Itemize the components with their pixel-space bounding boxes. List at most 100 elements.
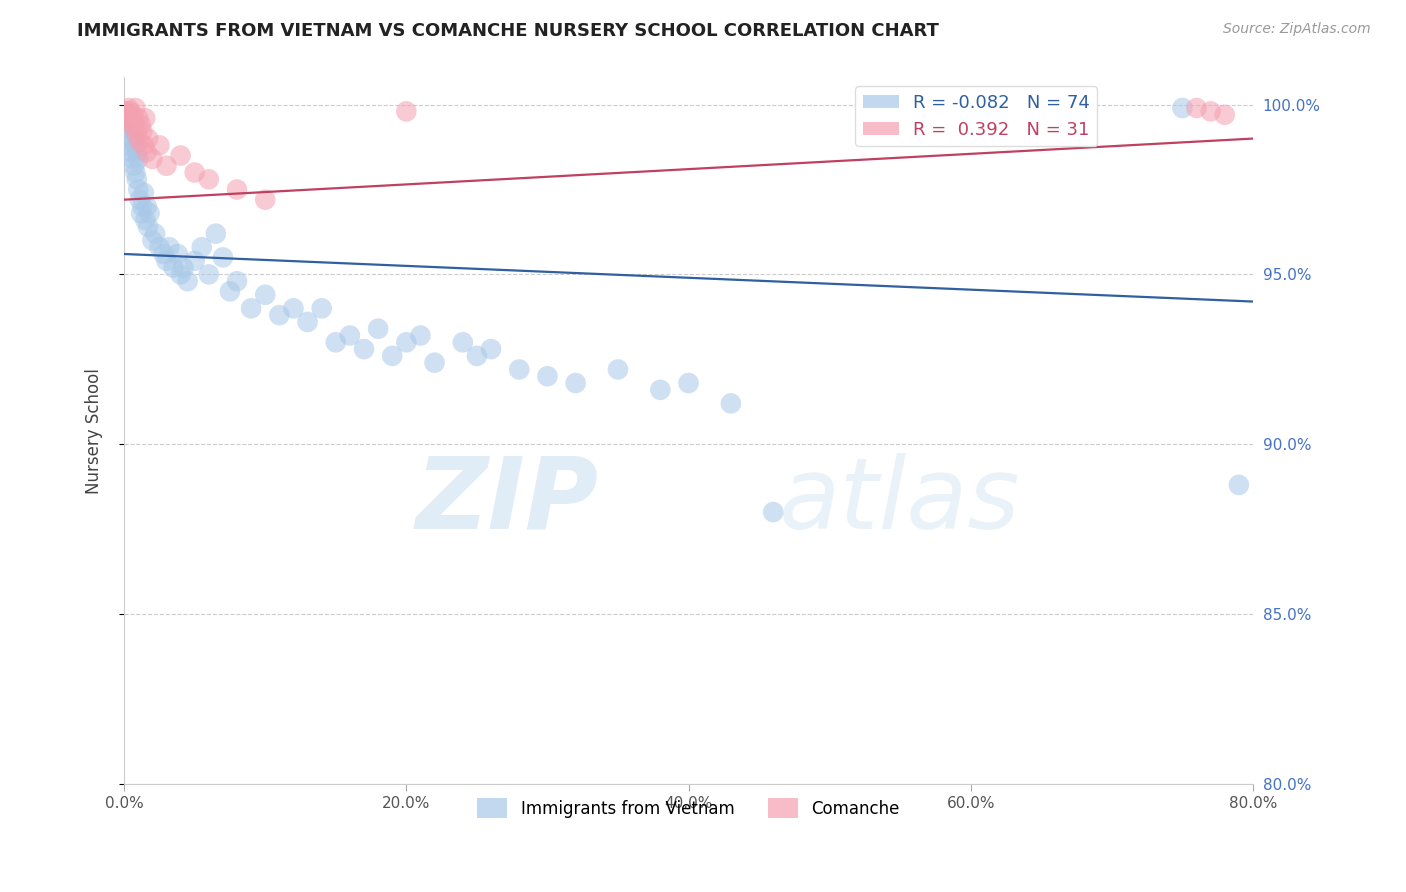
Point xyxy=(117,131,139,145)
Point xyxy=(120,118,142,132)
Point xyxy=(254,193,277,207)
Point xyxy=(269,308,291,322)
Point xyxy=(423,356,446,370)
Point xyxy=(162,260,184,275)
Point xyxy=(169,268,191,282)
Text: Source: ZipAtlas.com: Source: ZipAtlas.com xyxy=(1223,22,1371,37)
Point xyxy=(143,227,166,241)
Point xyxy=(183,253,205,268)
Point xyxy=(131,125,153,139)
Point xyxy=(125,128,148,143)
Point xyxy=(132,186,155,200)
Point xyxy=(720,396,742,410)
Point xyxy=(465,349,488,363)
Text: ZIP: ZIP xyxy=(415,453,598,549)
Point xyxy=(141,152,163,166)
Point xyxy=(283,301,305,316)
Point xyxy=(121,108,143,122)
Y-axis label: Nursery School: Nursery School xyxy=(86,368,103,493)
Point xyxy=(508,362,530,376)
Point xyxy=(172,260,194,275)
Point xyxy=(451,335,474,350)
Point xyxy=(395,335,418,350)
Point xyxy=(353,342,375,356)
Point xyxy=(120,145,142,160)
Point xyxy=(381,349,404,363)
Point xyxy=(131,199,153,213)
Point xyxy=(155,253,177,268)
Point xyxy=(125,172,148,186)
Point xyxy=(122,131,145,145)
Point xyxy=(118,114,141,128)
Point xyxy=(198,268,221,282)
Point xyxy=(141,234,163,248)
Point xyxy=(254,287,277,301)
Point xyxy=(148,240,170,254)
Point xyxy=(117,101,139,115)
Point xyxy=(122,114,145,128)
Point xyxy=(114,104,136,119)
Point xyxy=(129,118,152,132)
Point xyxy=(395,104,418,119)
Point xyxy=(367,322,389,336)
Point xyxy=(124,101,146,115)
Point xyxy=(128,135,150,149)
Point xyxy=(409,328,432,343)
Point xyxy=(128,193,150,207)
Point xyxy=(148,138,170,153)
Point xyxy=(1213,108,1236,122)
Point xyxy=(226,274,249,288)
Point xyxy=(134,213,156,227)
Point xyxy=(117,121,139,136)
Point xyxy=(564,376,586,390)
Point xyxy=(115,108,138,122)
Point xyxy=(135,145,157,160)
Point xyxy=(176,274,198,288)
Point xyxy=(166,247,188,261)
Point xyxy=(1185,101,1208,115)
Point xyxy=(678,376,700,390)
Point xyxy=(152,247,174,261)
Point xyxy=(125,145,148,160)
Point xyxy=(129,206,152,220)
Point xyxy=(536,369,558,384)
Point xyxy=(226,182,249,196)
Point xyxy=(650,383,672,397)
Point xyxy=(311,301,333,316)
Point xyxy=(120,118,142,132)
Point xyxy=(212,251,235,265)
Point xyxy=(124,138,146,153)
Point xyxy=(124,121,146,136)
Point xyxy=(183,165,205,179)
Point xyxy=(169,148,191,162)
Point xyxy=(121,125,143,139)
Point xyxy=(155,159,177,173)
Point xyxy=(127,182,149,196)
Point xyxy=(127,152,149,166)
Point xyxy=(135,199,157,213)
Point xyxy=(190,240,212,254)
Point xyxy=(138,206,160,220)
Point xyxy=(121,152,143,166)
Point xyxy=(124,165,146,179)
Point xyxy=(198,172,221,186)
Point xyxy=(607,362,630,376)
Point xyxy=(240,301,263,316)
Point xyxy=(297,315,319,329)
Point xyxy=(1171,101,1194,115)
Point xyxy=(115,108,138,122)
Point xyxy=(339,328,361,343)
Point xyxy=(205,227,228,241)
Point xyxy=(127,111,149,125)
Legend: Immigrants from Vietnam, Comanche: Immigrants from Vietnam, Comanche xyxy=(471,791,907,825)
Point xyxy=(114,111,136,125)
Point xyxy=(157,240,180,254)
Point xyxy=(118,138,141,153)
Point xyxy=(117,111,139,125)
Point xyxy=(762,505,785,519)
Point xyxy=(1199,104,1222,119)
Point xyxy=(136,219,159,234)
Text: atlas: atlas xyxy=(779,453,1021,549)
Point xyxy=(115,118,138,132)
Point xyxy=(219,285,242,299)
